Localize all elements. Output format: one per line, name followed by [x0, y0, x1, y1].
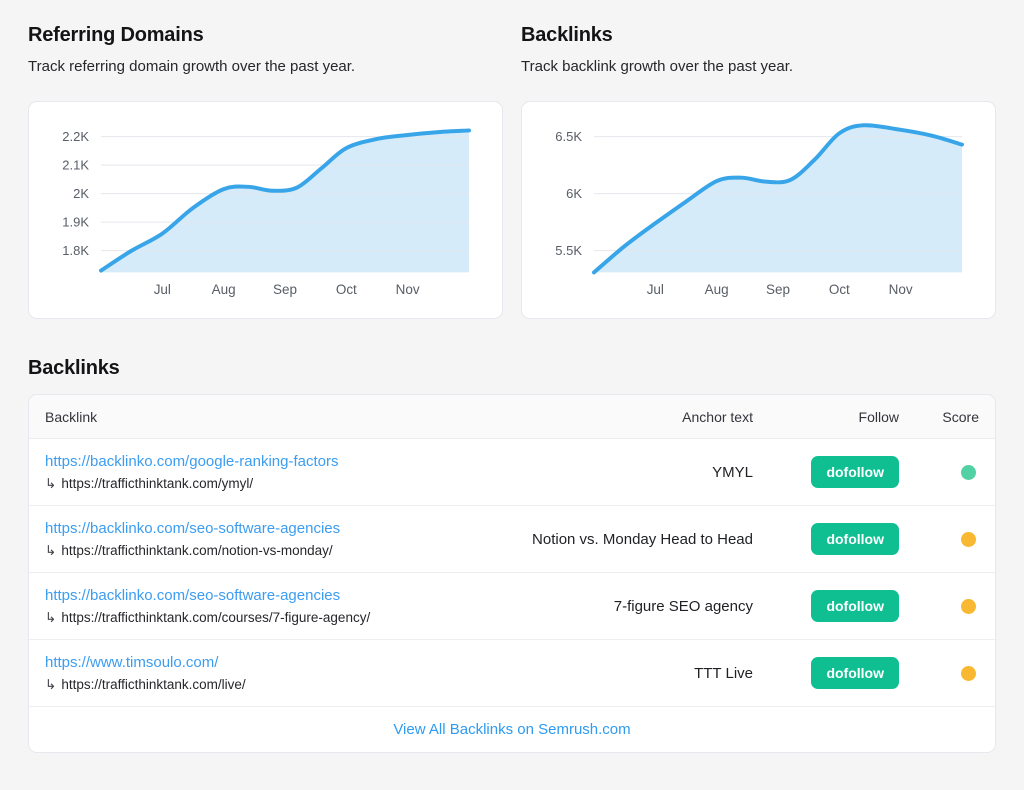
target-url-text: https://trafficthinktank.com/notion-vs-m… [61, 542, 333, 558]
score-cell [899, 464, 979, 480]
follow-badge: dofollow [811, 657, 899, 689]
table-row: https://backlinko.com/seo-software-agenc… [29, 506, 995, 573]
y-axis-tick-label: 2.2K [62, 129, 89, 144]
x-axis-tick-label: Sep [273, 282, 297, 297]
x-axis-tick-label: Sep [766, 282, 790, 297]
backlinks-chart-subtitle: Track backlink growth over the past year… [521, 58, 794, 75]
table-footer: View All Backlinks on Semrush.com [29, 707, 995, 752]
backlink-cell: https://www.timsoulo.com/ ↳ https://traffi… [45, 654, 423, 693]
score-dot [961, 531, 976, 547]
referring-domains-section: Referring Domains Track referring domain… [28, 24, 503, 319]
score-dot [961, 598, 976, 614]
column-header-anchor-text: Anchor text [682, 408, 753, 425]
referring-domains-chart: 2.2K 2.1K 2K 1.9K 1.8K Jul Aug Sep Oct Nov [62, 128, 471, 297]
redirect-arrow-icon: ↳ [45, 609, 57, 625]
referring-domains-subtitle: Track referring domain growth over the p… [28, 58, 356, 75]
y-axis-tick-label: 1.9K [62, 215, 89, 230]
backlink-target-url: ↳ https://trafficthinktank.com/ymyl/ [45, 476, 423, 492]
backlink-target-url: ↳ https://trafficthinktank.com/courses/7-… [45, 610, 423, 626]
backlink-source-link[interactable]: https://backlinko.com/seo-software-agenc… [45, 586, 341, 604]
score-dot [961, 464, 976, 480]
backlink-source-link[interactable]: https://backlinko.com/google-ranking-fac… [45, 452, 339, 470]
y-axis-tick-label: 2K [73, 186, 89, 201]
x-axis-tick-label: Oct [336, 282, 357, 297]
x-axis-tick-label: Aug [705, 282, 729, 297]
column-header-follow: Follow [858, 408, 899, 425]
backlink-target-url: ↳ https://trafficthinktank.com/notion-vs-… [45, 543, 423, 559]
score-cell [899, 665, 979, 681]
referring-domains-chart-card: 2.2K 2.1K 2K 1.9K 1.8K Jul Aug Sep Oct Nov [28, 101, 503, 319]
anchor-text: 7-figure SEO agency [613, 597, 753, 615]
backlinks-chart-section: Backlinks Track backlink growth over the… [521, 24, 996, 319]
x-axis-tick-label: Jul [154, 282, 171, 297]
follow-cell: dofollow [753, 456, 899, 488]
y-axis-tick-label: 1.8K [62, 243, 89, 258]
backlink-cell: https://backlinko.com/seo-software-agenc… [45, 520, 423, 559]
score-dot [961, 665, 976, 681]
anchor-text: YMYL [712, 463, 753, 481]
follow-cell: dofollow [753, 523, 899, 555]
follow-badge: dofollow [811, 523, 899, 555]
redirect-arrow-icon: ↳ [45, 676, 57, 692]
backlink-source-link[interactable]: https://backlinko.com/seo-software-agenc… [45, 519, 341, 537]
y-axis-tick-label: 5.5K [555, 243, 582, 258]
table-row: https://www.timsoulo.com/ ↳ https://traffi… [29, 640, 995, 707]
page: Referring Domains Track referring domain… [28, 24, 996, 753]
table-header-row: Backlink Anchor text Follow Score [29, 395, 995, 439]
redirect-arrow-icon: ↳ [45, 475, 57, 491]
column-header-backlink: Backlink [45, 408, 98, 425]
anchor-text: TTT Live [694, 664, 753, 682]
x-axis-tick-label: Aug [212, 282, 236, 297]
backlinks-chart: 6.5K 6K 5.5K Jul Aug Sep Oct Nov [555, 123, 964, 297]
backlinks-chart-title: Backlinks [521, 24, 613, 46]
backlink-source-link[interactable]: https://www.timsoulo.com/ [45, 653, 219, 671]
target-url-text: https://trafficthinktank.com/live/ [61, 676, 246, 692]
follow-cell: dofollow [753, 657, 899, 689]
x-axis-tick-label: Nov [396, 282, 420, 297]
x-axis-tick-label: Jul [647, 282, 664, 297]
target-url-text: https://trafficthinktank.com/courses/7-f… [61, 609, 371, 625]
backlink-target-url: ↳ https://trafficthinktank.com/live/ [45, 677, 423, 693]
backlinks-table: Backlink Anchor text Follow Score https:… [28, 394, 996, 753]
anchor-text: Notion vs. Monday Head to Head [532, 530, 753, 548]
x-axis-tick-label: Nov [889, 282, 913, 297]
follow-cell: dofollow [753, 590, 899, 622]
backlinks-table-title: Backlinks [28, 357, 120, 379]
column-header-score: Score [942, 408, 979, 425]
table-row: https://backlinko.com/seo-software-agenc… [29, 573, 995, 640]
score-cell [899, 531, 979, 547]
y-axis-tick-label: 6.5K [555, 129, 582, 144]
table-body: https://backlinko.com/google-ranking-fac… [29, 439, 995, 707]
follow-badge: dofollow [811, 590, 899, 622]
y-axis-tick-label: 2.1K [62, 158, 89, 173]
x-axis-tick-label: Oct [829, 282, 850, 297]
backlink-cell: https://backlinko.com/google-ranking-fac… [45, 453, 423, 492]
follow-badge: dofollow [811, 456, 899, 488]
referring-domains-title: Referring Domains [28, 24, 204, 46]
score-cell [899, 598, 979, 614]
target-url-text: https://trafficthinktank.com/ymyl/ [61, 475, 254, 491]
view-all-backlinks-link[interactable]: View All Backlinks on Semrush.com [393, 721, 631, 738]
redirect-arrow-icon: ↳ [45, 542, 57, 558]
backlink-cell: https://backlinko.com/seo-software-agenc… [45, 587, 423, 626]
table-row: https://backlinko.com/google-ranking-fac… [29, 439, 995, 506]
backlinks-chart-card: 6.5K 6K 5.5K Jul Aug Sep Oct Nov [521, 101, 996, 319]
charts-row: Referring Domains Track referring domain… [28, 24, 996, 319]
y-axis-tick-label: 6K [566, 186, 582, 201]
